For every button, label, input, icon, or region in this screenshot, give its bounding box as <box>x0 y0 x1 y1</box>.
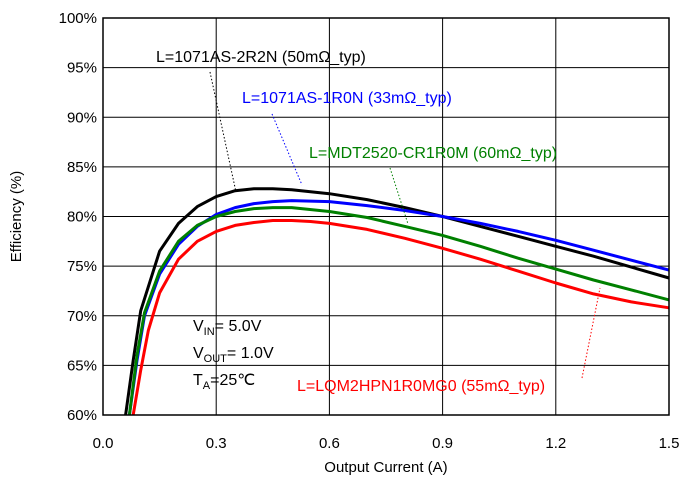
series-line-lqm2hpn <box>131 219 670 416</box>
series-line-1071as-2r2n <box>124 187 670 416</box>
series-label-1071as-2r2n: L=1071AS-2R2N (50mΩ_typ) <box>156 49 366 66</box>
x-tick-label: 0.0 <box>93 435 114 452</box>
y-axis-title: Efficiency (%) <box>8 171 25 262</box>
x-tick-label: 0.9 <box>432 435 453 452</box>
y-tick-label: 60% <box>67 407 97 424</box>
leader-lines <box>209 71 601 379</box>
x-tick-label: 0.3 <box>206 435 227 452</box>
y-tick-label: 100% <box>59 10 97 27</box>
x-tick-labels: 0.0 0.3 0.6 0.9 1.2 1.5 <box>93 435 680 452</box>
x-tick-label: 1.2 <box>545 435 566 452</box>
plot-frame <box>102 17 670 416</box>
series-label-1071as-1r0n: L=1071AS-1R0N (33mΩ_typ) <box>242 90 452 107</box>
y-tick-label: 65% <box>67 357 97 374</box>
series-line-1071as-1r0n <box>127 199 670 416</box>
y-tick-label: 90% <box>67 109 97 126</box>
series-lines <box>124 187 670 416</box>
condition-ta: TA=25℃ <box>193 372 255 392</box>
x-axis-title: Output Current (A) <box>324 459 447 476</box>
y-tick-labels: 60% 65% 70% 75% 80% 85% 90% 95% 100% <box>59 10 97 424</box>
x-tick-label: 1.5 <box>659 435 680 452</box>
leader-line <box>209 71 237 193</box>
leader-line <box>271 113 303 186</box>
y-tick-label: 75% <box>67 258 97 275</box>
y-tick-label: 85% <box>67 159 97 176</box>
series-line-mdt2520 <box>127 206 670 416</box>
leader-line <box>389 167 409 225</box>
series-labels: L=1071AS-2R2N (50mΩ_typ) L=1071AS-1R0N (… <box>156 49 557 395</box>
condition-vout: VOUT= 1.0V <box>193 345 274 365</box>
condition-vin: VIN= 5.0V <box>193 318 262 338</box>
leader-line <box>581 287 601 379</box>
y-tick-label: 70% <box>67 308 97 325</box>
operating-conditions: VIN= 5.0V VOUT= 1.0V TA=25℃ <box>193 318 274 392</box>
series-label-mdt2520: L=MDT2520-CR1R0M (60mΩ_typ) <box>309 145 557 162</box>
y-tick-label: 95% <box>67 60 97 77</box>
y-tick-label: 80% <box>67 209 97 226</box>
x-tick-label: 0.6 <box>319 435 340 452</box>
series-label-lqm2hpn: L=LQM2HPN1R0MG0 (55mΩ_typ) <box>297 378 545 395</box>
